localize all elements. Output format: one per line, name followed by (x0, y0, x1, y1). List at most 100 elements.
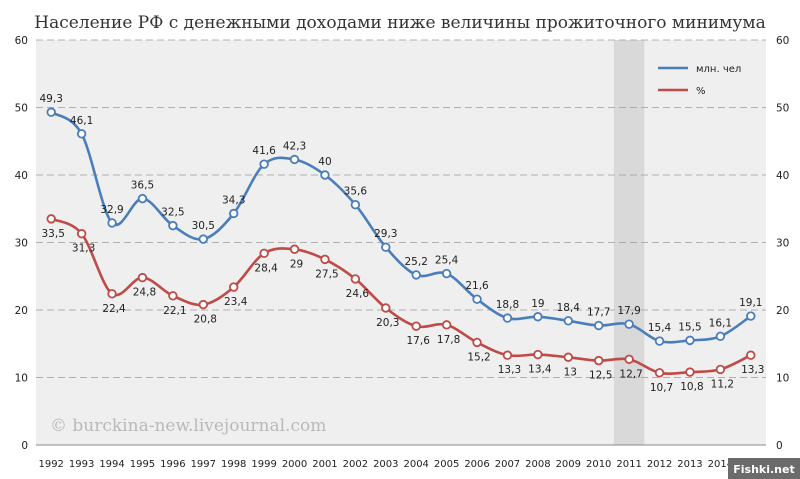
data-point (685, 367, 695, 377)
data-point (472, 337, 482, 348)
data-point (502, 350, 513, 360)
chart-title: Население РФ с денежными доходами ниже в… (34, 13, 765, 33)
data-label: 17,9 (617, 305, 640, 317)
x-tick: 2008 (525, 459, 550, 470)
data-point (350, 274, 361, 284)
data-point (46, 214, 56, 224)
legend-label: % (696, 86, 706, 97)
data-label: 17,8 (437, 334, 460, 346)
data-point (502, 313, 513, 323)
x-tick: 2005 (434, 459, 459, 470)
x-tick: 2007 (495, 459, 520, 470)
data-point (594, 320, 604, 331)
data-point (715, 364, 726, 375)
y-tick-right: 10 (776, 373, 789, 385)
data-point (624, 354, 634, 364)
data-point (198, 299, 208, 310)
data-label: 10,8 (680, 381, 703, 393)
x-tick: 2012 (647, 459, 672, 470)
data-label: 30,5 (192, 220, 215, 232)
legend: млн. чел% (658, 64, 741, 97)
y-tick-right: 30 (776, 238, 789, 250)
data-point (168, 291, 178, 301)
data-label: 40 (318, 156, 331, 168)
x-tick: 2002 (343, 459, 368, 470)
data-point (229, 208, 239, 219)
x-tick: 2010 (586, 459, 611, 470)
data-point (472, 294, 482, 304)
data-label: 21,6 (465, 280, 489, 292)
y-tick-right: 0 (776, 440, 783, 452)
data-point (198, 234, 208, 244)
data-label: 13,4 (528, 364, 552, 376)
corner-mark: Fishki.net (733, 463, 794, 476)
highlight-band-2011 (613, 40, 645, 445)
y-tick-left: 20 (15, 305, 28, 317)
data-label: 10,7 (650, 382, 673, 394)
data-label: 15,2 (467, 351, 490, 363)
data-label: 29 (290, 258, 303, 270)
data-label: 13,3 (498, 364, 521, 376)
data-label: 11,2 (711, 378, 734, 390)
data-label: 25,4 (435, 255, 459, 267)
y-tick-right: 40 (776, 170, 789, 182)
data-label: 18,8 (496, 299, 519, 311)
legend-label: млн. чел (696, 64, 741, 75)
data-label: 24,8 (133, 287, 156, 299)
data-label: 19,1 (739, 297, 762, 309)
data-label: 20,8 (194, 314, 217, 326)
data-label: 32,5 (161, 207, 184, 219)
data-point (441, 268, 452, 279)
x-tick: 2003 (373, 459, 398, 470)
y-tick-left: 0 (21, 440, 28, 452)
data-point (533, 349, 543, 360)
y-tick-left: 30 (15, 238, 28, 250)
data-point (76, 129, 87, 139)
data-label: 46,1 (70, 115, 93, 127)
y-tick-left: 60 (15, 35, 28, 47)
x-tick: 2013 (677, 459, 702, 470)
data-point (563, 316, 573, 326)
data-label: 23,4 (224, 296, 248, 308)
x-tick: 1997 (191, 459, 216, 470)
series-layer (46, 107, 756, 378)
data-point (411, 321, 421, 331)
data-point (289, 154, 300, 165)
data-point (533, 312, 543, 322)
data-point (381, 303, 391, 313)
y-tick-left: 10 (15, 373, 28, 385)
x-tick: 1995 (130, 459, 155, 470)
data-point (168, 220, 178, 231)
data-label: 34,3 (222, 194, 245, 206)
data-label: 41,6 (252, 145, 276, 157)
data-label: 15,5 (678, 321, 701, 333)
data-point (137, 272, 148, 283)
x-tick: 1999 (251, 459, 276, 470)
data-label: 42,3 (283, 140, 306, 152)
data-label: 16,1 (709, 317, 732, 329)
data-point (654, 368, 665, 378)
data-label: 13,3 (741, 364, 764, 376)
x-tick: 2011 (616, 459, 641, 470)
x-axis: 1992 1993 1994 1995 1996 1997 1998 1999 2000 2001… (38, 459, 763, 470)
data-label: 27,5 (315, 268, 338, 280)
y-tick-right: 50 (776, 103, 789, 115)
data-label: 24,6 (346, 288, 370, 300)
data-point (259, 159, 269, 169)
data-point (746, 311, 756, 321)
data-point (137, 193, 148, 204)
data-label: 31,3 (72, 243, 95, 255)
data-label: 12,5 (589, 370, 612, 382)
data-point (259, 248, 269, 258)
data-point (746, 350, 756, 360)
x-tick: 1998 (221, 459, 246, 470)
data-point (624, 319, 634, 329)
data-point (76, 229, 87, 239)
x-tick: 2004 (403, 459, 428, 470)
y-axis-right: 0 10 20 30 40 50 60 (776, 35, 789, 452)
data-point (107, 289, 117, 299)
data-label: 33,5 (42, 228, 65, 240)
gridlines (36, 39, 766, 446)
data-point (441, 320, 452, 330)
x-tick: 1996 (160, 459, 185, 470)
